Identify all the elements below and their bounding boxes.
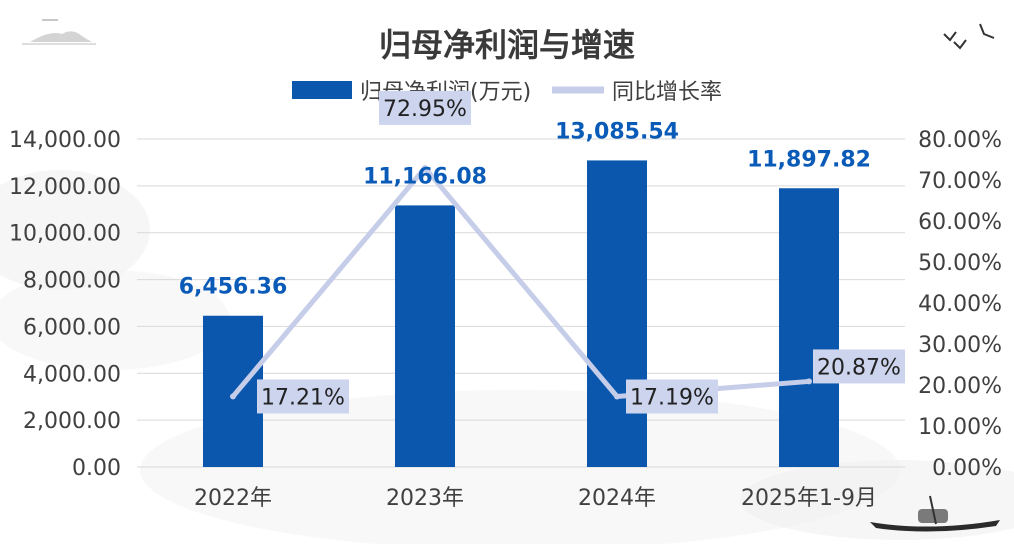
y-right-tick-label: 70.00%: [918, 169, 1002, 194]
bar: [203, 315, 263, 467]
bar: [395, 205, 455, 467]
y-axis-left: 0.00 2,000.00 4,000.00 6,000.00 8,000.00 10,0…: [9, 128, 121, 481]
y-right-tick-label: 80.00%: [918, 128, 1002, 153]
bar: [779, 188, 839, 467]
line-data-label: 17.19%: [630, 386, 714, 411]
y-right-tick-label: 60.00%: [918, 210, 1002, 235]
y-right-tick-label: 30.00%: [918, 333, 1002, 358]
y-axis-right: 0.00% 10.00% 20.00% 30.00% 40.00% 50.00% 60.00…: [918, 128, 1002, 481]
line-series: [230, 164, 812, 400]
line-point: [230, 393, 236, 400]
gridlines: [137, 138, 905, 468]
boat-decoration-icon: [870, 495, 1000, 532]
y-left-tick-label: 4,000.00: [23, 362, 121, 387]
bar-data-label: 11,897.82: [747, 147, 871, 172]
y-right-tick-label: 0.00%: [932, 456, 1002, 481]
x-tick-label: 2024年: [578, 486, 656, 511]
x-tick-label: 2025年1-9月: [741, 486, 877, 511]
legend: 归母净利润(万元) 同比增长率: [292, 80, 722, 105]
line-data-label: 17.21%: [261, 385, 345, 410]
y-right-tick-label: 50.00%: [918, 251, 1002, 276]
line-data-labels: 17.21% 72.95% 17.19% 20.87%: [257, 90, 905, 414]
growth-rate-line: [231, 165, 810, 400]
x-axis: 2022年 2023年 2024年 2025年1-9月: [194, 486, 877, 511]
y-right-tick-label: 20.00%: [918, 374, 1002, 399]
line-label-box: [626, 379, 718, 414]
legend-bar-swatch: [292, 81, 352, 99]
line-label-box: [813, 349, 905, 384]
y-left-tick-label: 12,000.00: [9, 175, 121, 200]
bar-data-labels: 6,456.36 11,166.08 13,085.54 11,897.82: [179, 119, 871, 299]
y-left-tick-label: 2,000.00: [23, 409, 121, 434]
legend-label-growth-rate: 同比增长率: [612, 80, 722, 105]
x-tick-label: 2022年: [194, 486, 272, 511]
bar-data-label: 13,085.54: [555, 119, 679, 144]
y-left-tick-label: 8,000.00: [23, 269, 121, 294]
y-left-tick-label: 10,000.00: [9, 222, 121, 247]
line-point: [614, 393, 620, 400]
bar-series: [203, 160, 839, 467]
x-tick-label: 2023年: [386, 486, 464, 511]
mountain-decoration-icon: [22, 19, 96, 45]
y-right-tick-label: 40.00%: [918, 292, 1002, 317]
line-point: [806, 378, 812, 385]
chart-title: 归母净利润与增速: [379, 26, 635, 64]
bar-data-label: 6,456.36: [179, 275, 288, 300]
birds-decoration-icon: [943, 23, 995, 50]
line-data-label: 72.95%: [383, 97, 467, 122]
y-right-tick-label: 10.00%: [918, 415, 1002, 440]
y-left-tick-label: 0.00: [72, 456, 121, 481]
line-label-box: [257, 379, 349, 414]
bar-data-label: 11,166.08: [363, 164, 487, 189]
line-data-label: 20.87%: [817, 355, 901, 380]
line-label-box: [379, 90, 471, 125]
y-left-tick-label: 14,000.00: [9, 128, 121, 153]
y-left-tick-label: 6,000.00: [23, 315, 121, 340]
line-point: [422, 164, 428, 171]
bar: [587, 160, 647, 467]
